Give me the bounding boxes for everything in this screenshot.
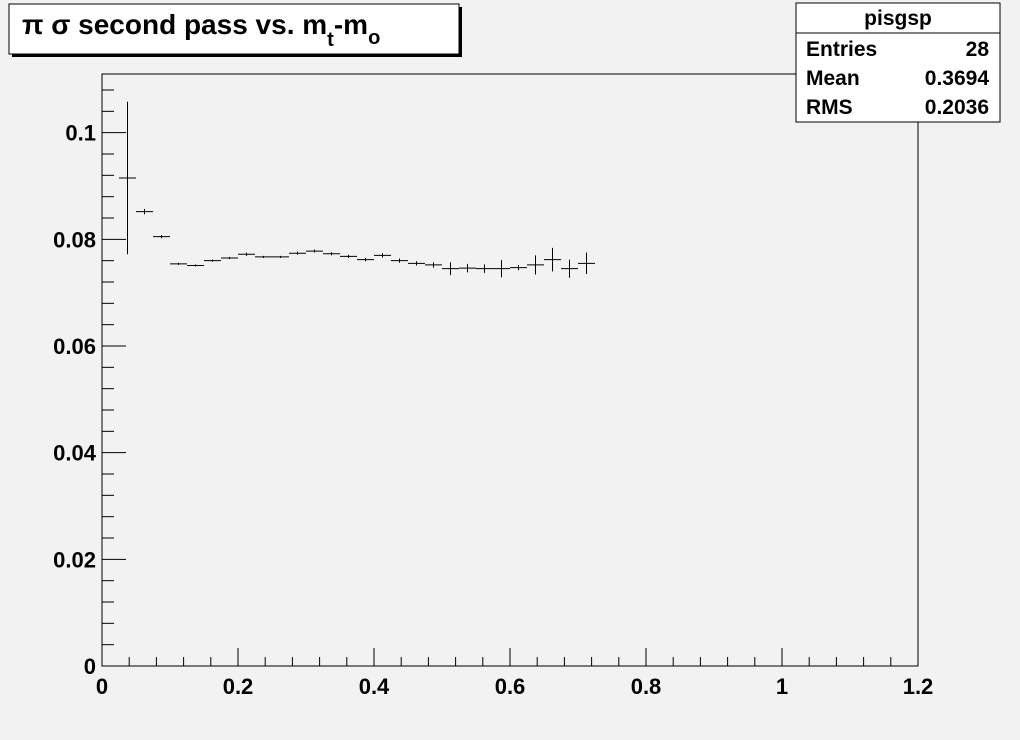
data-point [289, 251, 306, 255]
stats-box: pisgsp Entries 28 Mean 0.3694 RMS 0.2036 [795, 2, 1001, 123]
data-point [425, 262, 442, 268]
x-tick-label: 0.6 [495, 674, 526, 699]
x-tick-label: 1 [776, 674, 788, 699]
data-point [323, 252, 340, 256]
data-point [187, 264, 204, 267]
chart-title: π σ second pass vs. mt-mo [22, 9, 380, 51]
chart-title-main: π σ second pass vs. m [22, 9, 327, 40]
stats-entries-value: 28 [966, 38, 990, 61]
data-point [238, 252, 255, 256]
y-tick-label: 0.08 [53, 227, 96, 252]
data-point [272, 255, 289, 258]
chart-title-separator: -m [334, 9, 368, 40]
x-tick-label: 0 [96, 674, 108, 699]
data-point [340, 254, 357, 258]
y-tick-label: 0.1 [65, 121, 96, 146]
y-axis: 0 0.02 0.04 0.06 0.08 0.1 [53, 89, 126, 679]
stats-rms-label: RMS [806, 96, 853, 119]
data-point [153, 235, 170, 239]
stats-rms-value: 0.2036 [925, 96, 989, 119]
data-point [476, 264, 493, 273]
title-box-frame [8, 3, 460, 55]
x-tick-label: 0.2 [223, 674, 254, 699]
data-points [119, 101, 595, 278]
x-tick-label: 0.4 [359, 674, 390, 699]
title-box: π σ second pass vs. mt-mo [8, 3, 462, 57]
data-point [408, 261, 425, 266]
y-tick-label: 0.06 [53, 334, 96, 359]
chart-title-sub-o: o [368, 27, 380, 49]
data-point [221, 256, 238, 260]
data-point [578, 252, 595, 274]
data-point [493, 260, 510, 278]
x-tick-label: 1.2 [903, 674, 934, 699]
data-point [306, 249, 323, 253]
data-point [442, 262, 459, 276]
y-tick-label: 0 [84, 654, 96, 679]
plot-frame [101, 73, 919, 667]
stats-mean-value: 0.3694 [925, 67, 990, 90]
x-tick-label: 0.8 [631, 674, 662, 699]
stats-box-name: pisgsp [864, 7, 932, 30]
data-point [170, 262, 187, 265]
data-point [136, 208, 153, 215]
data-point [527, 255, 544, 275]
data-point [119, 101, 136, 255]
data-point [391, 258, 408, 263]
stats-box-frame [795, 2, 1001, 123]
chart-title-sub-t: t [327, 29, 334, 51]
data-point [561, 259, 578, 278]
data-point [255, 255, 272, 258]
data-point [459, 263, 476, 273]
data-point [510, 264, 527, 271]
y-tick-label: 0.04 [53, 441, 97, 466]
data-point [544, 247, 561, 272]
x-axis: 0 0.2 0.4 0.6 0.8 1 1.2 [96, 648, 933, 699]
data-point [204, 259, 221, 262]
stats-entries-label: Entries [806, 38, 877, 61]
stats-mean-label: Mean [806, 67, 860, 90]
data-point [374, 253, 391, 258]
y-tick-label: 0.02 [53, 547, 96, 572]
data-point [357, 258, 374, 262]
